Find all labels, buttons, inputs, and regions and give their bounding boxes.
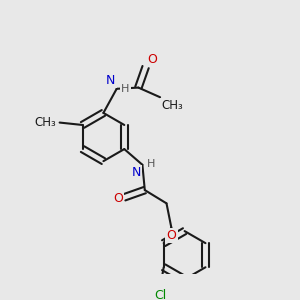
Text: N: N [106, 74, 115, 87]
Text: O: O [147, 53, 157, 66]
Text: N: N [132, 166, 141, 179]
Text: O: O [113, 192, 123, 205]
Text: CH₃: CH₃ [34, 116, 56, 129]
Text: Cl: Cl [154, 290, 166, 300]
Text: CH₃: CH₃ [161, 99, 183, 112]
Text: H: H [147, 159, 156, 169]
Text: H: H [121, 84, 129, 94]
Text: O: O [167, 229, 176, 242]
